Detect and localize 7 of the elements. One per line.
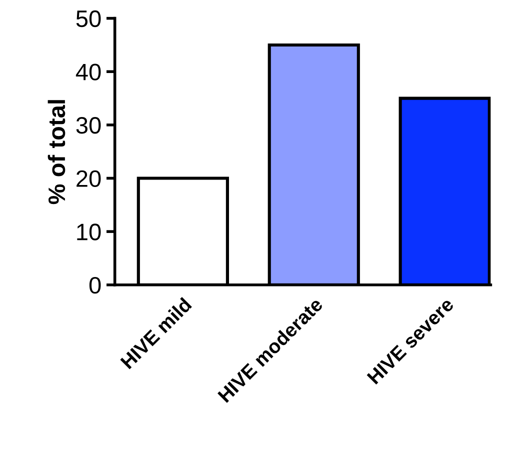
y-axis-title: % of total: [48, 100, 66, 204]
y-tick-label: 50: [76, 10, 101, 28]
y-tick-label: 20: [76, 170, 101, 188]
y-tick-label: 10: [77, 224, 101, 240]
y-tick-label: 0: [89, 276, 101, 294]
y-tick-label: 30: [76, 117, 101, 134]
y-tick-label: 40: [76, 64, 101, 80]
